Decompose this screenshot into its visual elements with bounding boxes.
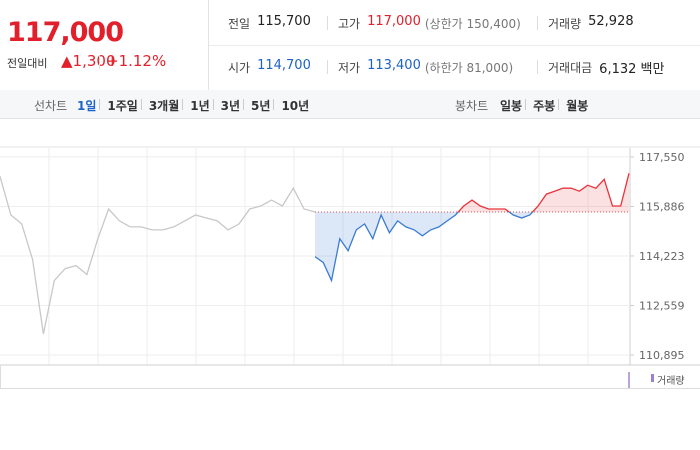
summary-label: 시가 xyxy=(228,61,251,75)
tab[interactable]: 일봉 xyxy=(500,99,523,113)
summary-value: 52,928 xyxy=(588,14,634,29)
divider xyxy=(537,60,538,74)
divider xyxy=(209,45,700,46)
change-value: 1,300 xyxy=(72,52,116,70)
divider xyxy=(327,60,328,74)
summary-value: 115,700 xyxy=(257,14,311,29)
area-up xyxy=(458,173,629,212)
y-tick-label: 114,223 xyxy=(639,250,685,263)
divider xyxy=(140,99,142,110)
change-label: 전일대비 xyxy=(7,57,48,70)
summary-value: 113,400 xyxy=(367,58,421,73)
y-tick-label: 112,559 xyxy=(639,299,685,312)
summary-label: 거래량 xyxy=(548,17,582,31)
divider xyxy=(182,99,184,110)
summary-value: 117,000 xyxy=(367,14,421,29)
tab[interactable]: 5년 xyxy=(251,99,271,113)
today-line-up xyxy=(457,173,630,212)
summary-label: 거래대금 xyxy=(548,61,593,75)
up-arrow: ▲ xyxy=(61,52,73,70)
price: 117,000 xyxy=(7,17,124,48)
summary-label: 고가 xyxy=(338,17,361,31)
area-down xyxy=(315,211,629,281)
summary-label: 저가 xyxy=(338,61,361,75)
tab[interactable]: 1일 xyxy=(77,99,97,113)
tab[interactable]: 3년 xyxy=(220,99,241,113)
summary-label: 전일 xyxy=(228,17,251,31)
today-line-down xyxy=(314,211,534,283)
divider xyxy=(273,99,275,110)
tab[interactable]: 10년 xyxy=(281,99,310,113)
divider xyxy=(537,16,538,30)
tab[interactable]: 주봉 xyxy=(533,99,556,113)
legend-swatch xyxy=(651,374,654,382)
divider xyxy=(243,99,245,110)
divider xyxy=(99,55,100,69)
y-tick-label: 110,895 xyxy=(639,349,685,362)
divider xyxy=(208,0,209,90)
divider xyxy=(99,99,101,110)
volume-panel xyxy=(0,365,700,389)
tab[interactable]: 3개월 xyxy=(148,99,180,113)
tab-bar xyxy=(0,90,700,119)
divider xyxy=(327,16,328,30)
summary-value: 114,700 xyxy=(257,58,311,73)
change-pct: +1.12% xyxy=(106,52,167,70)
divider xyxy=(558,99,560,110)
summary-note: (상한가 150,400) xyxy=(424,17,521,31)
summary-note: (하한가 81,000) xyxy=(424,61,514,75)
tab-group-label: 선차트 xyxy=(34,99,68,113)
y-tick-label: 117,550 xyxy=(639,151,685,164)
legend-label: 거래량 xyxy=(657,376,685,387)
tab-group-label: 봉차트 xyxy=(455,99,489,113)
summary-value: 6,132 백만 xyxy=(599,62,665,77)
tab[interactable]: 월봉 xyxy=(566,99,589,113)
tab[interactable]: 1년 xyxy=(190,99,210,113)
prev-day-line xyxy=(0,176,316,335)
volume-bar xyxy=(628,372,630,388)
divider xyxy=(212,99,214,110)
y-tick-label: 115,886 xyxy=(639,200,685,213)
tab[interactable]: 1주일 xyxy=(107,99,138,113)
divider xyxy=(525,99,527,110)
change: ▲1,300 xyxy=(61,52,116,70)
